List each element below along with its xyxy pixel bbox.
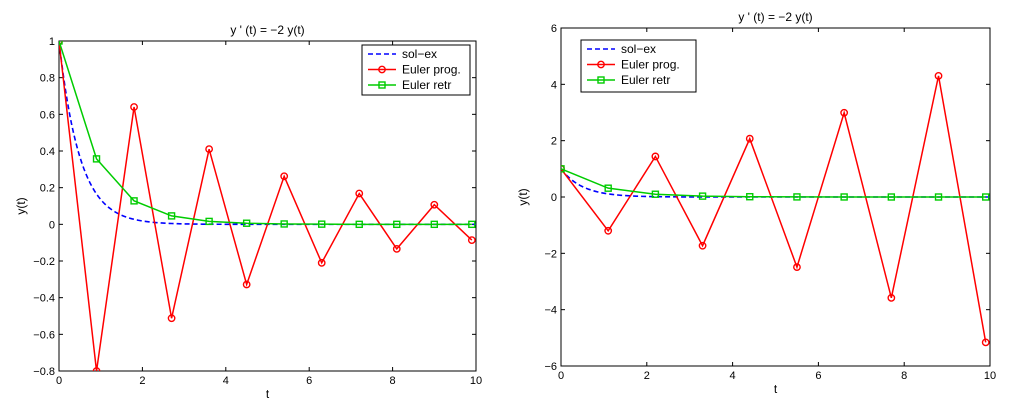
series-3-point xyxy=(604,184,612,192)
series-3-point xyxy=(92,155,101,163)
y-tick-label: 1 xyxy=(49,36,55,48)
series-2-point xyxy=(651,152,660,161)
series-line-2 xyxy=(561,75,987,343)
series-3-point xyxy=(651,190,660,198)
chart-1: 0 2 4 6 8 10 −0.8 −0.6 −0.4 −0.2 0 0.2 0.4 0.6 0.8 1 y '… xyxy=(14,23,482,401)
x-tick-label: 4 xyxy=(730,370,736,382)
x-axis-label: t xyxy=(266,387,270,401)
series-3-point xyxy=(430,220,438,229)
series-3-point xyxy=(242,219,251,227)
y-tick-label: −0.6 xyxy=(33,329,55,341)
x-tick-label: 4 xyxy=(223,375,229,387)
series-3-point xyxy=(318,220,326,228)
series-3-point xyxy=(793,193,801,201)
series-line-3 xyxy=(561,168,986,198)
chart-2: 0 2 4 6 8 10 −6 −4 −2 0 2 4 6 y ' (t) = −2 y(t) t y(t) s… xyxy=(516,10,996,396)
legend-label-2: Euler prog. xyxy=(621,58,680,72)
y-tick-label: −4 xyxy=(544,305,557,317)
y-tick-label: −2 xyxy=(544,248,557,260)
chart-title: y ' (t) = −2 y(t) xyxy=(738,10,812,24)
y-axis-label: y(t) xyxy=(516,188,530,205)
series-2-point xyxy=(392,244,401,253)
series-3-point xyxy=(280,220,288,228)
legend-marker-3 xyxy=(378,81,386,89)
series-2-point xyxy=(981,338,990,347)
series-2-point xyxy=(467,236,476,245)
series-2-point xyxy=(92,367,101,371)
series-3-point xyxy=(934,193,943,201)
x-tick-label: 10 xyxy=(470,375,482,387)
legend-marker-3 xyxy=(597,76,605,84)
series-group xyxy=(561,71,990,347)
series-2-point xyxy=(793,263,801,272)
y-tick-label: 0 xyxy=(49,219,55,231)
y-tick-label: −0.2 xyxy=(33,256,55,268)
legend-label-1: sol−ex xyxy=(621,42,656,56)
x-tick-label: 6 xyxy=(306,375,312,387)
x-tick-label: 2 xyxy=(139,375,145,387)
y-tick-label: 0.8 xyxy=(40,73,55,85)
series-2-point xyxy=(355,189,364,198)
x-tick-label: 10 xyxy=(984,370,996,382)
series-3-point xyxy=(355,220,363,229)
series-3-point xyxy=(167,212,176,220)
x-tick-label: 6 xyxy=(815,370,821,382)
series-3-point xyxy=(840,193,848,201)
x-tick-label: 0 xyxy=(558,370,564,382)
x-tick-label: 8 xyxy=(901,370,907,382)
series-2-point xyxy=(604,226,613,235)
legend-label-1: sol−ex xyxy=(402,47,437,61)
legend-label-2: Euler prog. xyxy=(402,63,461,77)
series-2-point xyxy=(698,241,707,250)
x-tick-label: 2 xyxy=(644,370,650,382)
y-tick-label: 6 xyxy=(551,23,557,35)
legend: sol−ex Euler prog.Euler retr xyxy=(580,39,697,93)
x-tick-label: 0 xyxy=(56,375,62,387)
x-axis-label: t xyxy=(774,382,778,396)
series-2-point xyxy=(317,258,326,267)
series-3-point xyxy=(205,217,213,226)
series-3-point xyxy=(561,165,565,173)
series-3-point xyxy=(393,220,401,229)
x-tick-label: 8 xyxy=(390,375,396,387)
series-2-point xyxy=(130,103,138,111)
y-tick-label: 2 xyxy=(551,136,557,148)
series-3-point xyxy=(130,197,138,205)
series-3-point xyxy=(746,193,754,201)
y-tick-label: 0.6 xyxy=(40,109,55,121)
y-tick-label: 4 xyxy=(551,79,557,91)
series-group xyxy=(59,41,476,371)
y-tick-label: 0 xyxy=(551,192,557,204)
series-2-point xyxy=(840,108,849,117)
chart-title: y ' (t) = −2 y(t) xyxy=(230,23,304,37)
series-2-point xyxy=(280,172,289,181)
series-line-3 xyxy=(59,41,472,226)
series-2-point xyxy=(745,134,754,143)
legend-label-3: Euler retr xyxy=(402,78,451,92)
legend-marker-2 xyxy=(378,65,386,74)
y-tick-label: −0.4 xyxy=(33,293,55,305)
plot-area xyxy=(58,40,477,372)
legend: sol−ex Euler prog.Euler retr xyxy=(361,44,471,96)
y-tick-label: 0.4 xyxy=(40,146,55,158)
legend-marker-2 xyxy=(597,60,605,69)
series-2-point xyxy=(205,145,214,154)
series-2-point xyxy=(934,71,943,80)
series-2-point xyxy=(242,280,251,289)
series-3-point xyxy=(887,193,896,201)
series-2-point xyxy=(167,314,176,323)
series-2-point xyxy=(430,200,439,209)
y-tick-label: −6 xyxy=(544,361,557,373)
y-tick-label: 0.2 xyxy=(40,183,55,195)
series-3-point xyxy=(698,192,707,200)
series-3-point xyxy=(982,193,990,201)
series-2-point xyxy=(887,293,896,302)
series-3-point xyxy=(468,220,476,229)
legend-label-3: Euler retr xyxy=(621,73,670,87)
y-axis-label: y(t) xyxy=(14,197,28,214)
y-tick-label: −0.8 xyxy=(33,366,55,378)
series-line-2 xyxy=(59,41,473,371)
